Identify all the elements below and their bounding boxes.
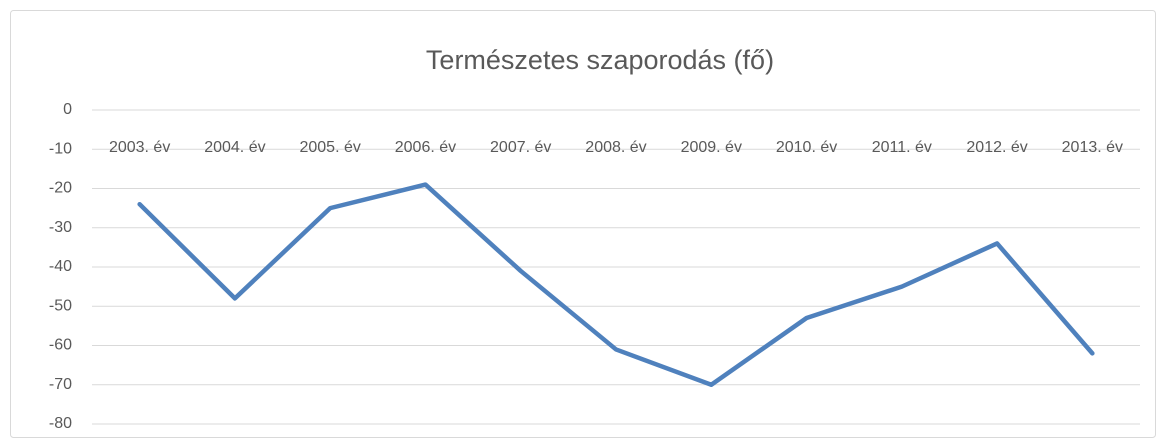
- x-tick-label: 2012. év: [966, 139, 1027, 156]
- y-tick-label: -10: [49, 140, 72, 157]
- x-tick-label: 2010. év: [776, 139, 837, 156]
- x-tick-label: 2003. év: [109, 139, 170, 156]
- x-tick-label: 2008. év: [585, 139, 646, 156]
- x-tick-label: 2013. év: [1062, 139, 1123, 156]
- chart-title: Természetes szaporodás (fő): [426, 45, 774, 75]
- x-tick-label: 2006. év: [395, 139, 456, 156]
- y-tick-label: -70: [49, 376, 72, 393]
- y-tick-label: -80: [49, 415, 72, 432]
- data-line: [137, 182, 1095, 387]
- y-tick-label: -50: [49, 297, 72, 314]
- x-tick-label: 2009. év: [681, 139, 742, 156]
- y-tick-label: -40: [49, 258, 72, 275]
- y-tick-label: 0: [63, 101, 72, 118]
- x-tick-label: 2004. év: [204, 139, 265, 156]
- x-tick-label: 2011. év: [872, 139, 932, 156]
- y-tick-label: -60: [49, 337, 72, 354]
- chart-frame: [10, 10, 1156, 438]
- x-tick-label: 2005. év: [299, 139, 360, 156]
- x-tick-label: 2007. év: [490, 139, 551, 156]
- y-tick-label: -30: [49, 219, 72, 236]
- y-tick-label: -20: [49, 180, 72, 197]
